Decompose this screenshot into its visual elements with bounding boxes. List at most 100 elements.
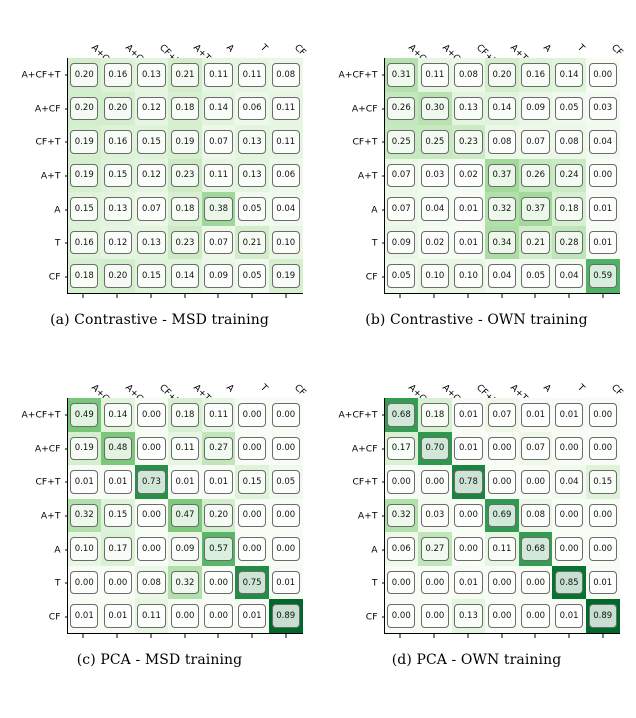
- heatmap-cell: 0.16: [101, 125, 135, 159]
- heatmap-cell-value: 0.13: [454, 604, 482, 627]
- heatmap-cell: 0.21: [519, 226, 553, 260]
- heatmap-cell: 0.25: [385, 125, 419, 159]
- heatmap-cell: 0.11: [202, 398, 236, 432]
- heatmap-cell: 0.19: [68, 159, 102, 193]
- heatmap-cell-value: 0.20: [204, 504, 232, 527]
- heatmap-cell: 0.13: [235, 159, 269, 193]
- heatmap-cell-value: 0.00: [589, 63, 617, 86]
- heatmap-cell: 0.17: [101, 532, 135, 566]
- heatmap-cell-value: 0.19: [171, 130, 199, 153]
- heatmap-cell-value: 0.26: [521, 164, 549, 187]
- heatmap-cell-value: 0.70: [421, 437, 449, 460]
- heatmap-cell-value: 0.69: [488, 504, 516, 527]
- heatmap-cell-value: 0.07: [137, 197, 165, 220]
- heatmap-cell: 0.00: [586, 432, 620, 466]
- heatmap-cell-value: 0.00: [488, 604, 516, 627]
- heatmap-cell: 0.15: [235, 465, 269, 499]
- heatmap-cell-value: 0.08: [272, 63, 300, 86]
- heatmap-cell: 0.48: [101, 432, 135, 466]
- heatmap-cell: 0.09: [202, 259, 236, 293]
- heatmap-cell-value: 0.00: [555, 437, 583, 460]
- heatmap-cell-value: 0.01: [70, 470, 98, 493]
- x-axis-tick-label: A: [541, 382, 553, 394]
- heatmap-cell-value: 0.00: [488, 470, 516, 493]
- heatmap-cell: 0.00: [418, 465, 452, 499]
- heatmap-cell-value: 0.21: [238, 231, 266, 254]
- heatmap-cell-value: 0.47: [171, 504, 199, 527]
- heatmap-cell: 0.15: [135, 125, 169, 159]
- heatmap-cell-value: 0.89: [272, 604, 300, 627]
- heatmap-cell-value: 0.20: [104, 97, 132, 120]
- heatmap-cell-value: 0.00: [387, 470, 415, 493]
- heatmap-cell-value: 0.04: [589, 130, 617, 153]
- heatmap-cell: 0.15: [68, 192, 102, 226]
- heatmap-cell: 0.26: [519, 159, 553, 193]
- heatmap-cell-value: 0.08: [521, 504, 549, 527]
- heatmap-cell: 0.13: [135, 226, 169, 260]
- heatmap-cell: 0.00: [385, 566, 419, 600]
- heatmap-cell-value: 0.78: [454, 470, 482, 493]
- heatmap-cell-value: 0.75: [238, 571, 266, 594]
- heatmap-cell-value: 0.38: [204, 197, 232, 220]
- heatmap-cell: 0.20: [202, 499, 236, 533]
- heatmap-cell-value: 0.11: [272, 130, 300, 153]
- heatmap-cell-value: 0.00: [238, 537, 266, 560]
- heatmap-cell: 0.10: [68, 532, 102, 566]
- panel-b: A+CF+TA+CFCF+TA+TATCFA+CF+TA+CFCF+TA+TAT…: [325, 6, 628, 328]
- x-axis-tick-label: A: [224, 42, 236, 54]
- y-axis-tick-label: A+CF+T: [22, 69, 61, 80]
- heatmap-cell: 0.00: [552, 432, 586, 466]
- heatmap-cell-value: 0.68: [521, 537, 549, 560]
- heatmap-cell-value: 0.18: [171, 197, 199, 220]
- heatmap-cell: 0.01: [586, 566, 620, 600]
- heatmap-cell: 0.00: [68, 566, 102, 600]
- heatmap-cell-value: 0.01: [272, 571, 300, 594]
- heatmap-cell-value: 0.26: [387, 97, 415, 120]
- heatmap-cell: 0.16: [519, 58, 553, 92]
- heatmap-cell: 0.11: [418, 58, 452, 92]
- heatmap-cell-value: 0.19: [272, 264, 300, 287]
- heatmap-cell-value: 0.00: [454, 504, 482, 527]
- heatmap-cell-value: 0.05: [387, 264, 415, 287]
- heatmap-cell-value: 0.13: [454, 97, 482, 120]
- heatmap-cell: 0.09: [519, 92, 553, 126]
- heatmap-cell: 0.32: [385, 499, 419, 533]
- heatmap-cell-value: 0.01: [104, 604, 132, 627]
- heatmap-cell-value: 0.01: [589, 571, 617, 594]
- heatmap-cell-value: 0.08: [137, 571, 165, 594]
- heatmap-cell: 0.13: [452, 92, 486, 126]
- y-axis-tick-label: CF+T: [35, 137, 60, 148]
- heatmap-cell-value: 0.13: [104, 197, 132, 220]
- heatmap-cell-value: 0.37: [488, 164, 516, 187]
- heatmap-a: A+CF+TA+CFCF+TA+TATCFA+CF+TA+CFCF+TA+TAT…: [11, 6, 309, 306]
- heatmap-cell: 0.00: [552, 532, 586, 566]
- heatmap-cell-value: 0.00: [387, 604, 415, 627]
- heatmap-cell-value: 0.10: [454, 264, 482, 287]
- heatmap-cell: 0.09: [168, 532, 202, 566]
- y-axis-tick-label: A: [371, 544, 377, 555]
- heatmap-cell-value: 0.00: [272, 403, 300, 426]
- heatmap-cell-value: 0.21: [521, 231, 549, 254]
- heatmap-cell-value: 0.00: [137, 537, 165, 560]
- heatmap-cell-value: 0.15: [137, 264, 165, 287]
- heatmap-cell: 0.00: [385, 465, 419, 499]
- heatmap-cell: 0.02: [418, 226, 452, 260]
- heatmap-cell: 0.01: [452, 226, 486, 260]
- heatmap-cell: 0.10: [269, 226, 303, 260]
- heatmap-cell-value: 0.15: [104, 164, 132, 187]
- heatmap-cell: 0.20: [101, 259, 135, 293]
- heatmap-grid: 0.200.160.130.210.110.110.080.200.200.12…: [67, 58, 303, 294]
- heatmap-cell-value: 0.01: [589, 197, 617, 220]
- heatmap-cell-value: 0.07: [387, 164, 415, 187]
- heatmap-cell: 0.03: [418, 499, 452, 533]
- heatmap-cell-value: 0.89: [589, 604, 617, 627]
- heatmap-cell: 0.01: [269, 566, 303, 600]
- heatmap-cell-value: 0.57: [204, 537, 232, 560]
- heatmap-cell: 0.37: [485, 159, 519, 193]
- heatmap-cell-value: 0.07: [387, 197, 415, 220]
- heatmap-cell: 0.00: [235, 432, 269, 466]
- heatmap-cell: 0.01: [452, 432, 486, 466]
- heatmap-cell-value: 0.48: [104, 437, 132, 460]
- heatmap-cell: 0.00: [202, 566, 236, 600]
- y-axis-tick-label: CF+T: [352, 477, 377, 488]
